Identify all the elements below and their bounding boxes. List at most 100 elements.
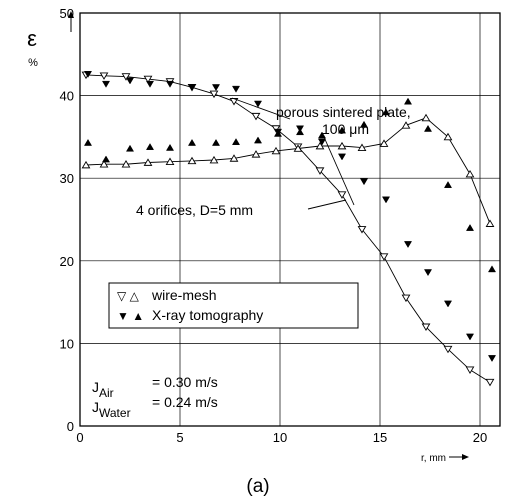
marker-1-16	[421, 113, 431, 122]
marker-3-12	[337, 126, 347, 134]
marker-1-11	[315, 141, 325, 150]
y-axis-symbol: ε	[27, 26, 37, 51]
marker-3-17	[443, 181, 453, 188]
marker-0-11	[315, 167, 325, 175]
marker-1-6	[209, 155, 219, 164]
legend-box	[108, 282, 359, 329]
marker-1-13	[357, 143, 367, 151]
x-tick-label-3: 15	[373, 430, 387, 445]
marker-2-18	[465, 333, 475, 341]
marker-2-8	[253, 100, 263, 108]
marker-3-4	[165, 143, 175, 151]
conditions-text: JAir = 0.30 m/s JWater = 0.24 m/s	[92, 374, 218, 420]
marker-3-15	[403, 97, 413, 105]
marker-1-10	[293, 144, 303, 152]
series-line-0	[85, 74, 491, 383]
legend: ▽ △ wire-mesh ▼ ▲ X-ray tomography	[108, 282, 359, 329]
marker-2-12	[337, 153, 347, 161]
marker-3-11	[317, 131, 327, 139]
figure-caption: (a)	[246, 476, 269, 497]
marker-2-14	[381, 196, 391, 204]
marker-0-6	[209, 90, 219, 99]
y-axis-arrow	[68, 11, 74, 32]
series-lines	[85, 74, 491, 383]
marker-3-2	[125, 144, 135, 152]
condition-water-value: = 0.24 m/s	[152, 394, 218, 410]
marker-1-5	[187, 156, 197, 165]
series-line-1	[85, 117, 491, 224]
marker-2-2	[125, 77, 135, 85]
marker-0-8	[251, 112, 261, 121]
y-tick-label-4: 40	[60, 89, 74, 104]
x-tick-label-2: 10	[273, 430, 287, 445]
data-markers	[81, 70, 497, 387]
marker-3-1	[101, 155, 111, 163]
marker-3-7	[231, 138, 241, 145]
condition-water: JWater	[92, 399, 131, 420]
marker-1-3	[143, 158, 153, 166]
marker-3-3	[145, 143, 155, 150]
legend-label-xray: X-ray tomography	[152, 307, 263, 323]
marker-0-1	[99, 72, 109, 80]
marker-3-5	[187, 138, 197, 146]
x-tick-label-0: 0	[76, 430, 83, 445]
marker-0-3	[143, 75, 153, 84]
marker-0-13	[357, 226, 367, 234]
marker-3-18	[465, 224, 475, 231]
marker-3-19	[487, 265, 497, 273]
legend-label-wire-mesh: wire-mesh	[151, 287, 217, 303]
annotation-orifices-pointer	[307, 199, 347, 210]
marker-2-7	[231, 85, 241, 93]
marker-1-12	[337, 141, 347, 150]
marker-1-7	[229, 154, 239, 162]
legend-symbols-wire-mesh: ▽ △	[117, 289, 140, 303]
marker-1-4	[165, 157, 175, 166]
marker-3-10	[295, 128, 305, 136]
marker-2-16	[423, 269, 433, 277]
marker-0-17	[443, 345, 453, 354]
marker-1-2	[121, 160, 131, 168]
marker-1-14	[379, 139, 389, 147]
marker-2-1	[101, 80, 111, 88]
x-axis-arrow	[449, 454, 469, 460]
marker-0-2	[121, 73, 131, 81]
marker-2-6	[211, 84, 221, 92]
annotation-orifices: 4 orifices, D=5 mm	[136, 202, 253, 218]
annotation-plate-line1: porous sintered plate,	[276, 104, 411, 120]
marker-1-1	[99, 160, 109, 168]
marker-0-16	[421, 323, 431, 332]
marker-3-14	[381, 108, 391, 116]
marker-0-15	[401, 294, 411, 303]
plot-frame	[79, 12, 501, 427]
marker-2-5	[187, 84, 197, 92]
x-tick-label-1: 5	[176, 430, 183, 445]
marker-3-6	[211, 138, 221, 146]
marker-2-15	[403, 241, 413, 249]
marker-0-12	[337, 191, 347, 199]
marker-2-4	[165, 80, 175, 88]
y-tick-label-2: 20	[60, 254, 74, 269]
y-tick-label-3: 30	[60, 171, 74, 186]
marker-1-19	[485, 219, 495, 227]
marker-3-16	[423, 124, 433, 132]
x-tick-label-4: 20	[473, 430, 487, 445]
marker-1-18	[465, 169, 475, 178]
x-axis-ticks: 0 5 10 15 20	[76, 430, 487, 445]
marker-1-17	[443, 132, 453, 141]
annotation-plate-pointer-2	[323, 136, 355, 206]
marker-0-18	[465, 366, 475, 374]
y-tick-label-0: 0	[67, 419, 74, 434]
condition-air-value: = 0.30 m/s	[152, 374, 218, 390]
marker-2-17	[443, 300, 453, 308]
legend-symbols-xray: ▼ ▲	[117, 309, 144, 323]
condition-air: JAir	[92, 379, 114, 400]
marker-1-15	[401, 121, 411, 129]
annotation-plate-pointer	[231, 97, 291, 120]
marker-2-0	[83, 70, 93, 78]
marker-2-19	[487, 355, 497, 363]
marker-3-13	[359, 120, 369, 128]
y-axis-unit: %	[28, 57, 38, 69]
marker-3-9	[273, 129, 283, 137]
